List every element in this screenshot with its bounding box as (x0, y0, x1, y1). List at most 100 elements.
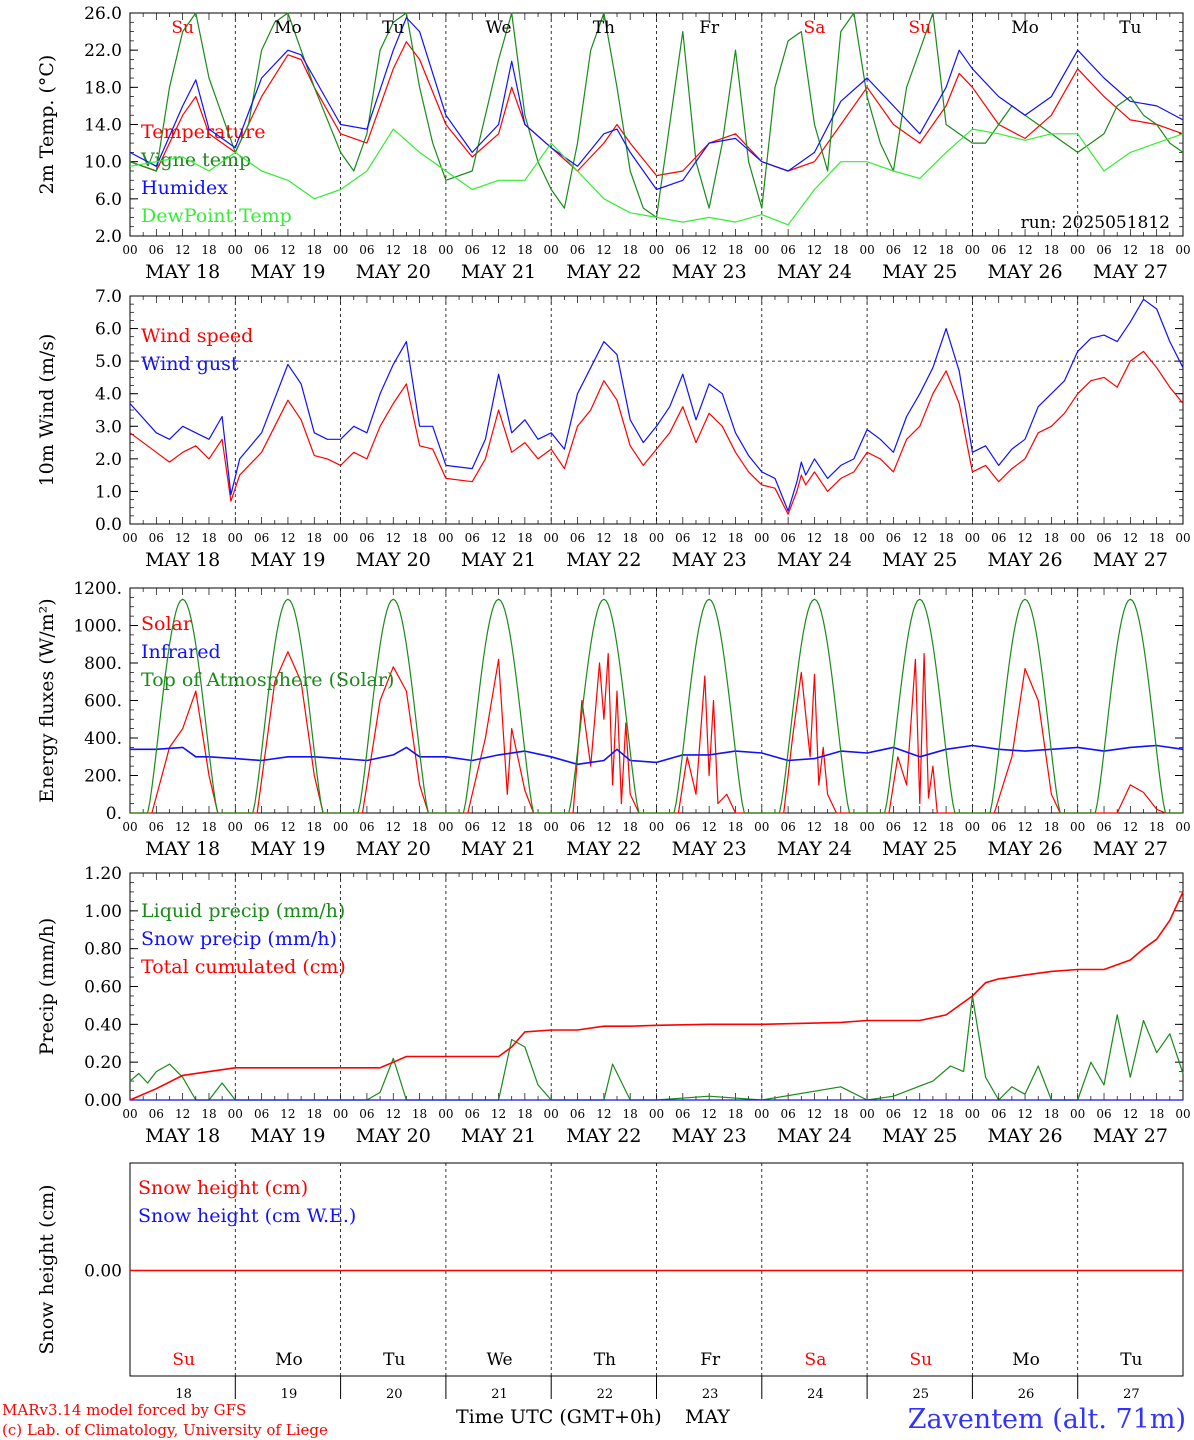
hour-tick-label: 00 (333, 531, 348, 545)
hour-tick-label: 00 (965, 1107, 980, 1121)
hour-tick-label: 06 (991, 820, 1006, 834)
day-number-label: 25 (912, 1387, 929, 1402)
hour-tick-label: 00 (1175, 1107, 1190, 1121)
date-label: MAY 19 (250, 261, 325, 283)
hour-tick-label: 06 (886, 820, 901, 834)
hour-tick-label: 12 (175, 820, 190, 834)
date-label: MAY 18 (145, 838, 220, 860)
hour-tick-label: 18 (623, 531, 638, 545)
hour-tick-label: 18 (728, 243, 743, 257)
hour-tick-label: 12 (912, 531, 927, 545)
hour-tick-label: 18 (1044, 243, 1059, 257)
series-line-infrared (130, 744, 1184, 766)
hour-tick-label: 18 (728, 820, 743, 834)
series-line-wind-gust (129, 298, 1184, 512)
weekday-label-bottom: We (486, 1350, 512, 1370)
panel-0-frame (129, 12, 1184, 237)
hour-tick-label: 00 (438, 531, 453, 545)
legend-label: Total cumulated (cm) (141, 956, 346, 978)
date-label: MAY 23 (672, 838, 747, 860)
y-tick-label: 400. (84, 729, 122, 749)
y-tick-label: 10.0 (84, 153, 122, 173)
hour-tick-label: 12 (596, 1107, 611, 1121)
date-label: MAY 20 (356, 261, 431, 283)
date-label: MAY 22 (566, 1125, 641, 1147)
date-label: MAY 26 (987, 1125, 1062, 1147)
hour-tick-label: 00 (544, 531, 559, 545)
hour-tick-label: 00 (649, 531, 664, 545)
hour-tick-label: 06 (465, 820, 480, 834)
series-line-top-of-atmosphere-solar- (130, 598, 1183, 814)
hour-tick-label: 06 (780, 531, 795, 545)
hour-tick-label: 12 (807, 820, 822, 834)
footer-xlabel: Time UTC (GMT+0h) (456, 1406, 662, 1428)
legend-label: Solar (141, 613, 193, 635)
hour-tick-label: 18 (517, 1107, 532, 1121)
y-tick-label: 6.0 (95, 320, 122, 340)
y-tick-label: 800. (84, 654, 122, 674)
y-tick-label: 5.0 (95, 352, 122, 372)
y-axis-label: 10m Wind (m/s) (36, 334, 58, 487)
hour-tick-label: 00 (333, 1107, 348, 1121)
hour-tick-label: 12 (702, 243, 717, 257)
hour-tick-label: 12 (807, 243, 822, 257)
y-tick-label: 7.0 (95, 287, 122, 307)
hour-tick-label: 18 (1044, 1107, 1059, 1121)
hour-tick-label: 06 (675, 243, 690, 257)
hour-tick-label: 06 (886, 531, 901, 545)
hour-tick-label: 00 (333, 820, 348, 834)
hour-tick-label: 06 (1096, 820, 1111, 834)
y-tick-label: 2.0 (95, 450, 122, 470)
y-tick-label: 0.00 (84, 1262, 122, 1282)
hour-tick-label: 06 (149, 1107, 164, 1121)
hour-tick-label: 00 (228, 820, 243, 834)
y-tick-label: 1.20 (84, 864, 122, 884)
hour-tick-label: 18 (833, 243, 848, 257)
hour-tick-label: 18 (728, 1107, 743, 1121)
hour-tick-label: 06 (1096, 1107, 1111, 1121)
weekday-label-bottom: Tu (383, 1350, 405, 1370)
hour-tick-label: 06 (254, 531, 269, 545)
hour-tick-label: 12 (491, 243, 506, 257)
y-tick-label: 1200. (73, 579, 122, 599)
series-line-total-cumulated-cm- (129, 891, 1184, 1101)
hour-tick-label: 12 (1123, 531, 1138, 545)
y-tick-label: 0.60 (84, 978, 122, 998)
hour-tick-label: 12 (1017, 1107, 1032, 1121)
hour-tick-label: 06 (1096, 531, 1111, 545)
legend-label: Snow precip (mm/h) (141, 928, 337, 950)
series-line-solar (130, 651, 1183, 814)
date-label: MAY 21 (461, 1125, 536, 1147)
hour-tick-label: 12 (1017, 531, 1032, 545)
date-label: MAY 22 (566, 838, 641, 860)
weekday-label-bottom: Th (594, 1350, 616, 1370)
date-label: MAY 20 (356, 838, 431, 860)
hour-tick-label: 00 (649, 1107, 664, 1121)
date-label: MAY 27 (1093, 838, 1168, 860)
y-tick-label: 600. (84, 692, 122, 712)
hour-tick-label: 12 (386, 820, 401, 834)
date-label: MAY 18 (145, 261, 220, 283)
y-axis-label: 2m Temp. (°C) (36, 55, 58, 195)
weekday-label-top: Mo (274, 18, 302, 38)
hour-tick-label: 18 (412, 531, 427, 545)
hour-tick-label: 00 (544, 243, 559, 257)
hour-tick-label: 12 (175, 531, 190, 545)
hour-tick-label: 00 (228, 531, 243, 545)
legend-label: Liquid precip (mm/h) (141, 900, 345, 922)
date-label: MAY 26 (987, 549, 1062, 571)
hour-tick-label: 18 (307, 1107, 322, 1121)
hour-tick-label: 12 (491, 820, 506, 834)
date-label: MAY 24 (777, 549, 852, 571)
hour-tick-label: 18 (1149, 243, 1164, 257)
hour-tick-label: 12 (280, 1107, 295, 1121)
hour-tick-label: 06 (886, 243, 901, 257)
hour-tick-label: 00 (1175, 820, 1190, 834)
station-title: Zaventem (alt. 71m) (908, 1404, 1186, 1435)
legend-label: Vigne temp (140, 149, 251, 171)
hour-tick-label: 00 (1070, 820, 1085, 834)
hour-tick-label: 00 (1070, 531, 1085, 545)
hour-tick-label: 18 (938, 1107, 953, 1121)
date-label: MAY 25 (882, 1125, 957, 1147)
